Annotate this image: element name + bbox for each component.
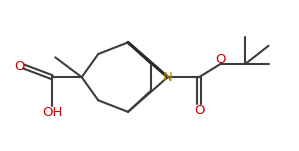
Text: N: N xyxy=(163,71,173,84)
Text: O: O xyxy=(194,104,204,117)
Text: O: O xyxy=(216,53,226,66)
Text: O: O xyxy=(14,60,25,73)
Text: OH: OH xyxy=(42,106,62,119)
